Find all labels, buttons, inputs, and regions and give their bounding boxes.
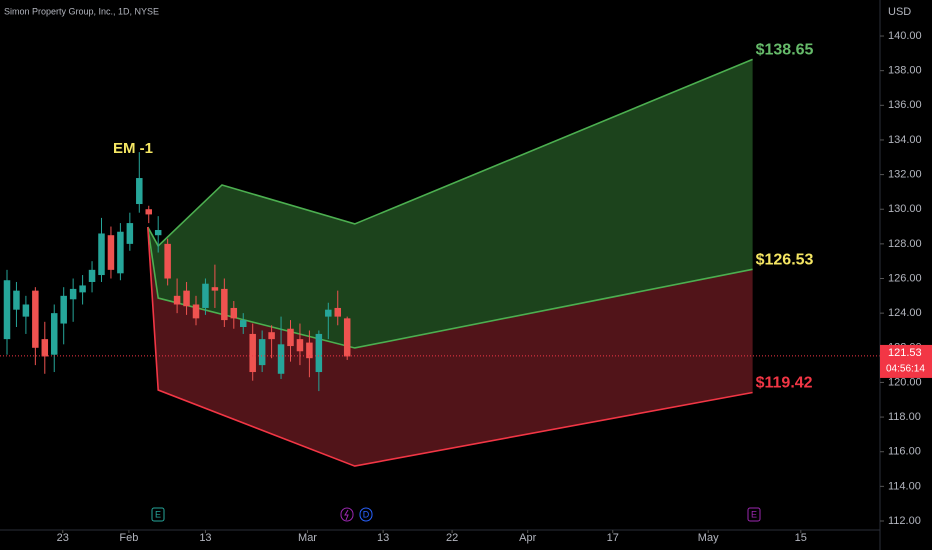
data-label: $126.53 bbox=[756, 252, 814, 269]
annotation: EM -1 bbox=[113, 140, 153, 157]
candle-body bbox=[249, 333, 256, 373]
x-tick-label: 13 bbox=[199, 532, 211, 544]
x-tick-label: 23 bbox=[57, 532, 69, 544]
candle-body bbox=[173, 295, 181, 305]
candle-body bbox=[69, 288, 77, 300]
y-tick-label: 112.00 bbox=[888, 515, 921, 527]
candle-body bbox=[32, 290, 39, 348]
x-tick-label: 13 bbox=[377, 532, 389, 544]
candle-body bbox=[183, 290, 190, 307]
y-tick-label: 114.00 bbox=[888, 480, 921, 492]
candle-body bbox=[277, 344, 285, 374]
x-tick-label: 15 bbox=[795, 532, 807, 544]
y-tick-label: 126.00 bbox=[888, 272, 922, 284]
candle-body bbox=[306, 342, 313, 359]
x-tick-label: Feb bbox=[119, 532, 138, 544]
event-label: E bbox=[155, 509, 161, 519]
candle-body bbox=[136, 178, 143, 205]
candle-body bbox=[107, 235, 115, 270]
candle-body bbox=[202, 283, 209, 308]
candle-body bbox=[79, 285, 86, 293]
candle-body bbox=[192, 304, 200, 319]
y-tick-label: 136.00 bbox=[888, 99, 922, 111]
candle-body bbox=[126, 223, 134, 244]
x-tick-label: Mar bbox=[298, 532, 317, 544]
x-tick-label: 22 bbox=[446, 532, 458, 544]
y-tick-label: 118.00 bbox=[888, 411, 921, 423]
candle-body bbox=[13, 290, 20, 310]
candle-body bbox=[287, 328, 294, 347]
y-tick-label: 120.00 bbox=[888, 376, 922, 388]
plot-area bbox=[0, 58, 880, 467]
candle-body bbox=[22, 304, 30, 317]
y-tick-label: 128.00 bbox=[888, 238, 922, 250]
event-icon bbox=[344, 509, 349, 521]
countdown: 04:56:14 bbox=[886, 364, 925, 375]
y-tick-label: 124.00 bbox=[888, 307, 922, 319]
candle-body bbox=[117, 231, 124, 274]
x-tick-label: 17 bbox=[607, 532, 619, 544]
candle-body bbox=[98, 233, 105, 276]
y-tick-label: 116.00 bbox=[888, 446, 921, 458]
data-label: $138.65 bbox=[756, 42, 814, 59]
candle-body bbox=[230, 307, 238, 319]
event-icon bbox=[359, 507, 373, 522]
candle-body bbox=[211, 287, 219, 291]
x-tick-label: Apr bbox=[519, 532, 536, 544]
candle-body bbox=[258, 339, 266, 366]
last-price-box bbox=[880, 344, 932, 378]
candle-body bbox=[296, 339, 304, 352]
y-axis-label: USD bbox=[888, 6, 911, 18]
y-tick-label: 140.00 bbox=[888, 30, 922, 42]
candle-body bbox=[3, 280, 11, 340]
event-icon bbox=[747, 507, 761, 522]
candle-body bbox=[88, 269, 96, 282]
y-tick-label: 134.00 bbox=[888, 134, 922, 146]
candle-body bbox=[268, 332, 275, 340]
candle-body bbox=[343, 318, 351, 357]
band-fill bbox=[147, 227, 753, 467]
event-icon bbox=[340, 507, 354, 522]
candle-body bbox=[50, 313, 58, 355]
y-tick-label: 132.00 bbox=[888, 168, 922, 180]
candle-body bbox=[325, 309, 332, 317]
band-line bbox=[147, 226, 753, 349]
y-tick-label: 138.00 bbox=[888, 65, 922, 77]
chart-title: Simon Property Group, Inc., 1D, NYSE bbox=[4, 6, 159, 16]
candle-body bbox=[239, 320, 247, 328]
candle-body bbox=[164, 243, 171, 279]
event-label: E bbox=[751, 509, 757, 519]
candle-body bbox=[315, 333, 323, 373]
band-fill bbox=[147, 59, 753, 348]
candle-body bbox=[41, 339, 49, 357]
candle-body bbox=[154, 230, 162, 236]
y-tick-label: 130.00 bbox=[888, 203, 922, 215]
event-icon bbox=[151, 507, 165, 522]
x-tick-label: May bbox=[698, 532, 719, 544]
candle-body bbox=[221, 288, 228, 321]
data-label: $119.42 bbox=[756, 375, 813, 392]
event-label: D bbox=[363, 509, 370, 519]
band-line bbox=[147, 58, 753, 248]
candle-body bbox=[334, 307, 341, 317]
candle-body bbox=[145, 209, 152, 215]
candle-body bbox=[60, 295, 67, 324]
last-price-label: 121.53 bbox=[888, 347, 922, 359]
band-line bbox=[147, 227, 753, 467]
